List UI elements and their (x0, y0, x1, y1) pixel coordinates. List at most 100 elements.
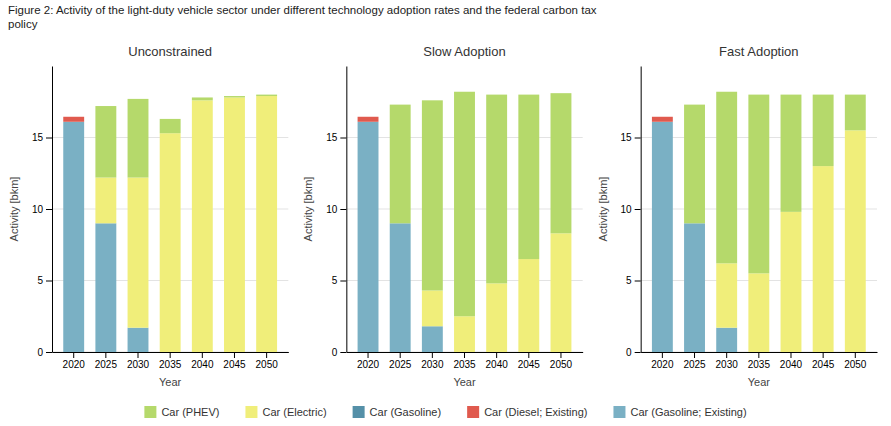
bar-segment (454, 316, 475, 352)
x-tick-label: 2025 (95, 359, 118, 370)
bar-segment (781, 212, 802, 352)
y-tick-mark (340, 352, 346, 353)
x-tick-label: 2035 (748, 359, 771, 370)
bar-segment (95, 223, 116, 352)
x-tick-label: 2050 (550, 359, 573, 370)
y-tick-mark (340, 138, 346, 139)
series (684, 92, 866, 274)
bar-segment (160, 119, 181, 133)
x-tick-label: 2020 (63, 359, 86, 370)
x-tick-mark (790, 352, 791, 358)
x-tick-label: 2030 (421, 359, 444, 370)
y-tick-mark (46, 352, 52, 353)
x-tick-label: 2040 (191, 359, 214, 370)
series (95, 96, 277, 352)
y-axis: 0 5 10 15 (32, 67, 53, 358)
y-tick-mark (635, 209, 641, 210)
x-axis: 2020202520302035204020452050 (53, 352, 289, 370)
bar-segment (845, 95, 866, 131)
legend-item: Car (PHEV) (144, 406, 219, 418)
legend-item: Car (Gasoline) (353, 406, 442, 418)
x-axis-title: Year (748, 376, 771, 388)
panel-title: Unconstrained (128, 44, 212, 59)
x-tick-mark (758, 352, 759, 358)
x-tick-mark (560, 352, 561, 358)
x-tick-mark (694, 352, 695, 358)
bar-segment (652, 117, 673, 122)
x-tick-mark (400, 352, 401, 358)
legend-label: Car (Gasoline; Existing) (630, 406, 746, 418)
y-axis-title: Activity [bkm] (597, 177, 609, 242)
bar-segment (716, 263, 737, 327)
bar-segment (63, 116, 84, 117)
y-tick-label: 10 (326, 204, 338, 215)
bar-segment (652, 116, 673, 117)
bar-segment (422, 326, 443, 352)
x-tick-label: 2025 (683, 359, 706, 370)
figure-title: Figure 2: Activity of the light-duty veh… (8, 4, 597, 30)
x-tick: 2045 (518, 352, 541, 370)
bar-segment (652, 116, 673, 117)
y-tick-mark (635, 352, 641, 353)
x-tick-mark (105, 352, 106, 358)
legend-swatch (353, 406, 365, 418)
y-tick: 15 (326, 132, 346, 143)
y-tick-label: 0 (626, 347, 632, 358)
x-tick-label: 2030 (127, 359, 150, 370)
bar-segment (748, 273, 769, 352)
bar-segment (390, 105, 411, 224)
x-tick: 2050 (550, 352, 573, 370)
y-tick-mark (340, 209, 346, 210)
x-tick: 2025 (389, 352, 412, 370)
y-tick-mark (46, 209, 52, 210)
bar-segment (422, 291, 443, 327)
y-tick-label: 10 (621, 204, 633, 215)
y-tick-mark (340, 281, 346, 282)
x-tick: 2020 (63, 352, 86, 370)
bar-segment (224, 96, 245, 97)
x-tick-label: 2020 (651, 359, 674, 370)
legend-swatch (467, 406, 479, 418)
bar-segment (518, 259, 539, 352)
bar-segment (256, 95, 277, 96)
y-tick: 15 (621, 132, 641, 143)
y-tick: 5 (37, 275, 52, 286)
bar-segment (63, 117, 84, 122)
bar-segment (63, 116, 84, 117)
x-tick-mark (202, 352, 203, 358)
bar-segment (422, 100, 443, 290)
x-tick-mark (432, 352, 433, 358)
x-tick: 2045 (812, 352, 835, 370)
x-tick-label: 2025 (389, 359, 412, 370)
y-tick-label: 15 (326, 132, 338, 143)
bar-segment (128, 178, 149, 328)
bar-segment (454, 92, 475, 317)
bar-segment (486, 95, 507, 284)
bar-segment (63, 122, 84, 352)
y-axis-line (52, 67, 53, 353)
legend-label: Car (PHEV) (161, 406, 219, 418)
x-tick: 2030 (716, 352, 739, 370)
legend-item: Car (Diesel; Existing) (467, 406, 587, 418)
y-tick: 0 (37, 347, 52, 358)
y-tick: 5 (332, 275, 347, 286)
x-tick-mark (170, 352, 171, 358)
bar-segment (748, 95, 769, 274)
x-axis-title: Year (159, 376, 182, 388)
bar-segment (684, 223, 705, 352)
bar-segment (128, 328, 149, 352)
x-axis-title: Year (453, 376, 476, 388)
legend-swatch (613, 406, 625, 418)
bar-segment (486, 283, 507, 352)
bar-segment (95, 178, 116, 224)
legend-label: Car (Electric) (262, 406, 326, 418)
y-tick-label: 5 (626, 275, 632, 286)
x-axis: 2020202520302035204020452050 (347, 352, 583, 370)
y-axis: 0 5 10 15 (621, 67, 642, 358)
y-axis: 051015 (326, 67, 347, 358)
y-tick: 10 (32, 204, 52, 215)
y-tick: 15 (32, 132, 52, 143)
x-tick-mark (73, 352, 74, 358)
y-tick-label: 5 (332, 275, 338, 286)
panel-title: Slow Adoption (423, 44, 505, 59)
